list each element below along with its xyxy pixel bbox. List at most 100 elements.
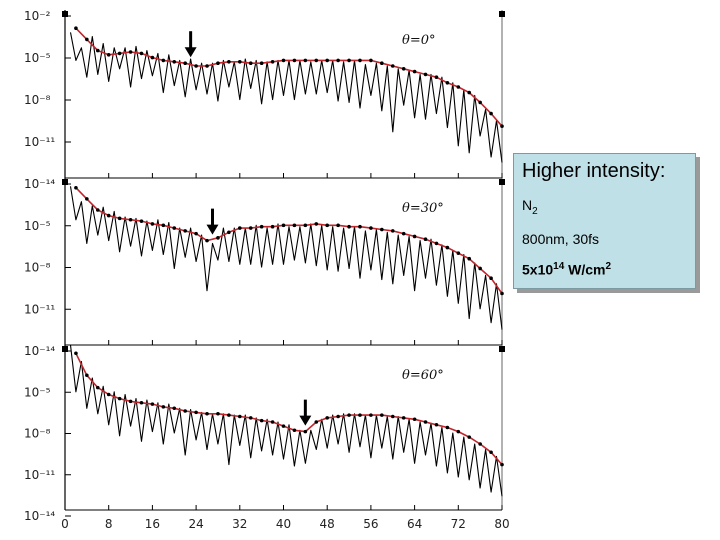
- envelope-point: [270, 60, 275, 64]
- envelope-point: [303, 58, 308, 63]
- envelope-point: [401, 67, 406, 71]
- envelope-point: [216, 411, 220, 416]
- info-intensity-unit-exp: 2: [605, 260, 612, 272]
- envelope-point: [434, 422, 439, 427]
- envelope-point: [128, 399, 133, 404]
- envelope-point: [194, 410, 198, 415]
- y-tick-label: 10⁻¹⁴: [24, 509, 55, 523]
- envelope-point: [423, 420, 428, 424]
- envelope-point: [227, 60, 231, 64]
- envelope-point: [194, 231, 198, 236]
- envelope-point: [248, 226, 253, 230]
- envelope-point: [401, 231, 406, 236]
- envelope-point: [325, 58, 330, 63]
- arrow-head: [299, 415, 312, 426]
- y-tick-label: 10⁻⁵: [24, 385, 51, 399]
- envelope-point: [172, 60, 177, 64]
- envelope-point: [161, 223, 166, 228]
- envelope-point: [467, 90, 472, 95]
- envelope-point: [270, 420, 275, 424]
- envelope-point: [456, 251, 461, 255]
- envelope-point: [205, 238, 209, 243]
- x-tick-label: 80: [494, 517, 509, 531]
- corner-marker: [62, 11, 68, 17]
- envelope-point: [139, 400, 144, 405]
- envelope-point: [456, 85, 461, 89]
- info-species: N2: [522, 197, 687, 217]
- envelope-line: [75, 27, 503, 127]
- info-intensity-base: 5x10: [522, 261, 554, 278]
- y-tick-label: 10⁻¹⁴: [24, 177, 55, 191]
- envelope-point: [478, 100, 482, 105]
- envelope-point: [325, 223, 330, 228]
- envelope-point: [314, 58, 319, 63]
- info-species-base: N: [522, 197, 533, 213]
- envelope-point: [106, 53, 111, 57]
- envelope-point: [336, 223, 340, 228]
- envelope-point: [489, 450, 493, 455]
- envelope-point: [380, 413, 384, 417]
- envelope-point: [259, 224, 264, 229]
- y-tick-label: 10⁻⁸: [24, 93, 51, 107]
- x-tick-label: 56: [363, 517, 378, 531]
- envelope-point: [390, 64, 395, 68]
- data-line: [69, 186, 503, 330]
- envelope-point: [194, 64, 198, 68]
- envelope-point: [259, 61, 264, 65]
- envelope-point: [172, 406, 177, 411]
- envelope-point: [95, 48, 100, 53]
- info-laser: 800nm, 30fs: [522, 230, 600, 247]
- envelope-point: [467, 435, 472, 439]
- envelope-point: [281, 58, 286, 63]
- envelope-point: [292, 58, 297, 63]
- envelope-point: [347, 224, 351, 229]
- x-tick-label: 48: [320, 517, 335, 531]
- envelope-point: [412, 234, 417, 239]
- envelope-point: [183, 61, 187, 65]
- y-tick-label: 10⁻¹⁴: [24, 344, 55, 358]
- y-tick-label: 10⁻¹¹: [24, 135, 55, 149]
- envelope-point: [74, 351, 78, 356]
- envelope-point: [106, 213, 111, 218]
- envelope-point: [128, 217, 133, 222]
- envelope-point: [445, 425, 450, 430]
- envelope-point: [489, 276, 493, 281]
- data-line: [69, 32, 503, 163]
- y-tick-label: 10⁻⁸: [24, 261, 51, 275]
- envelope-point: [336, 58, 340, 63]
- y-tick-label: 10⁻¹¹: [24, 468, 55, 482]
- x-tick-label: 8: [105, 517, 113, 531]
- envelope-point: [139, 51, 144, 56]
- y-tick-label: 10⁻⁵: [24, 219, 51, 233]
- envelope-point: [161, 405, 166, 409]
- envelope-point: [248, 416, 253, 420]
- envelope-point: [150, 402, 155, 406]
- envelope-point: [369, 226, 373, 230]
- envelope-point: [150, 55, 155, 60]
- info-intensity-unit: W/cm: [564, 261, 606, 278]
- envelope-point: [292, 428, 297, 433]
- envelope-point: [478, 266, 482, 271]
- envelope-point: [390, 229, 395, 233]
- envelope-point: [281, 223, 286, 228]
- envelope-point: [445, 245, 450, 250]
- envelope-point: [117, 396, 122, 401]
- envelope-point: [95, 208, 100, 212]
- x-tick-label: 24: [188, 517, 203, 531]
- info-intensity-exp: 14: [553, 260, 565, 272]
- envelope-point: [238, 60, 242, 64]
- envelope-point: [292, 223, 297, 228]
- x-tick-label: 40: [276, 517, 291, 531]
- info-title: Higher intensity:: [522, 160, 666, 182]
- envelope-point: [150, 222, 155, 226]
- envelope-point: [412, 69, 417, 74]
- envelope-point: [314, 222, 319, 226]
- theta-annotation: θ=30°: [402, 201, 444, 216]
- envelope-point: [423, 237, 428, 242]
- envelope-point: [128, 50, 133, 54]
- y-tick-label: 10⁻¹¹: [24, 302, 55, 316]
- envelope-point: [336, 414, 340, 419]
- envelope-point: [369, 58, 373, 63]
- envelope-point: [95, 385, 100, 390]
- envelope-point: [259, 418, 264, 423]
